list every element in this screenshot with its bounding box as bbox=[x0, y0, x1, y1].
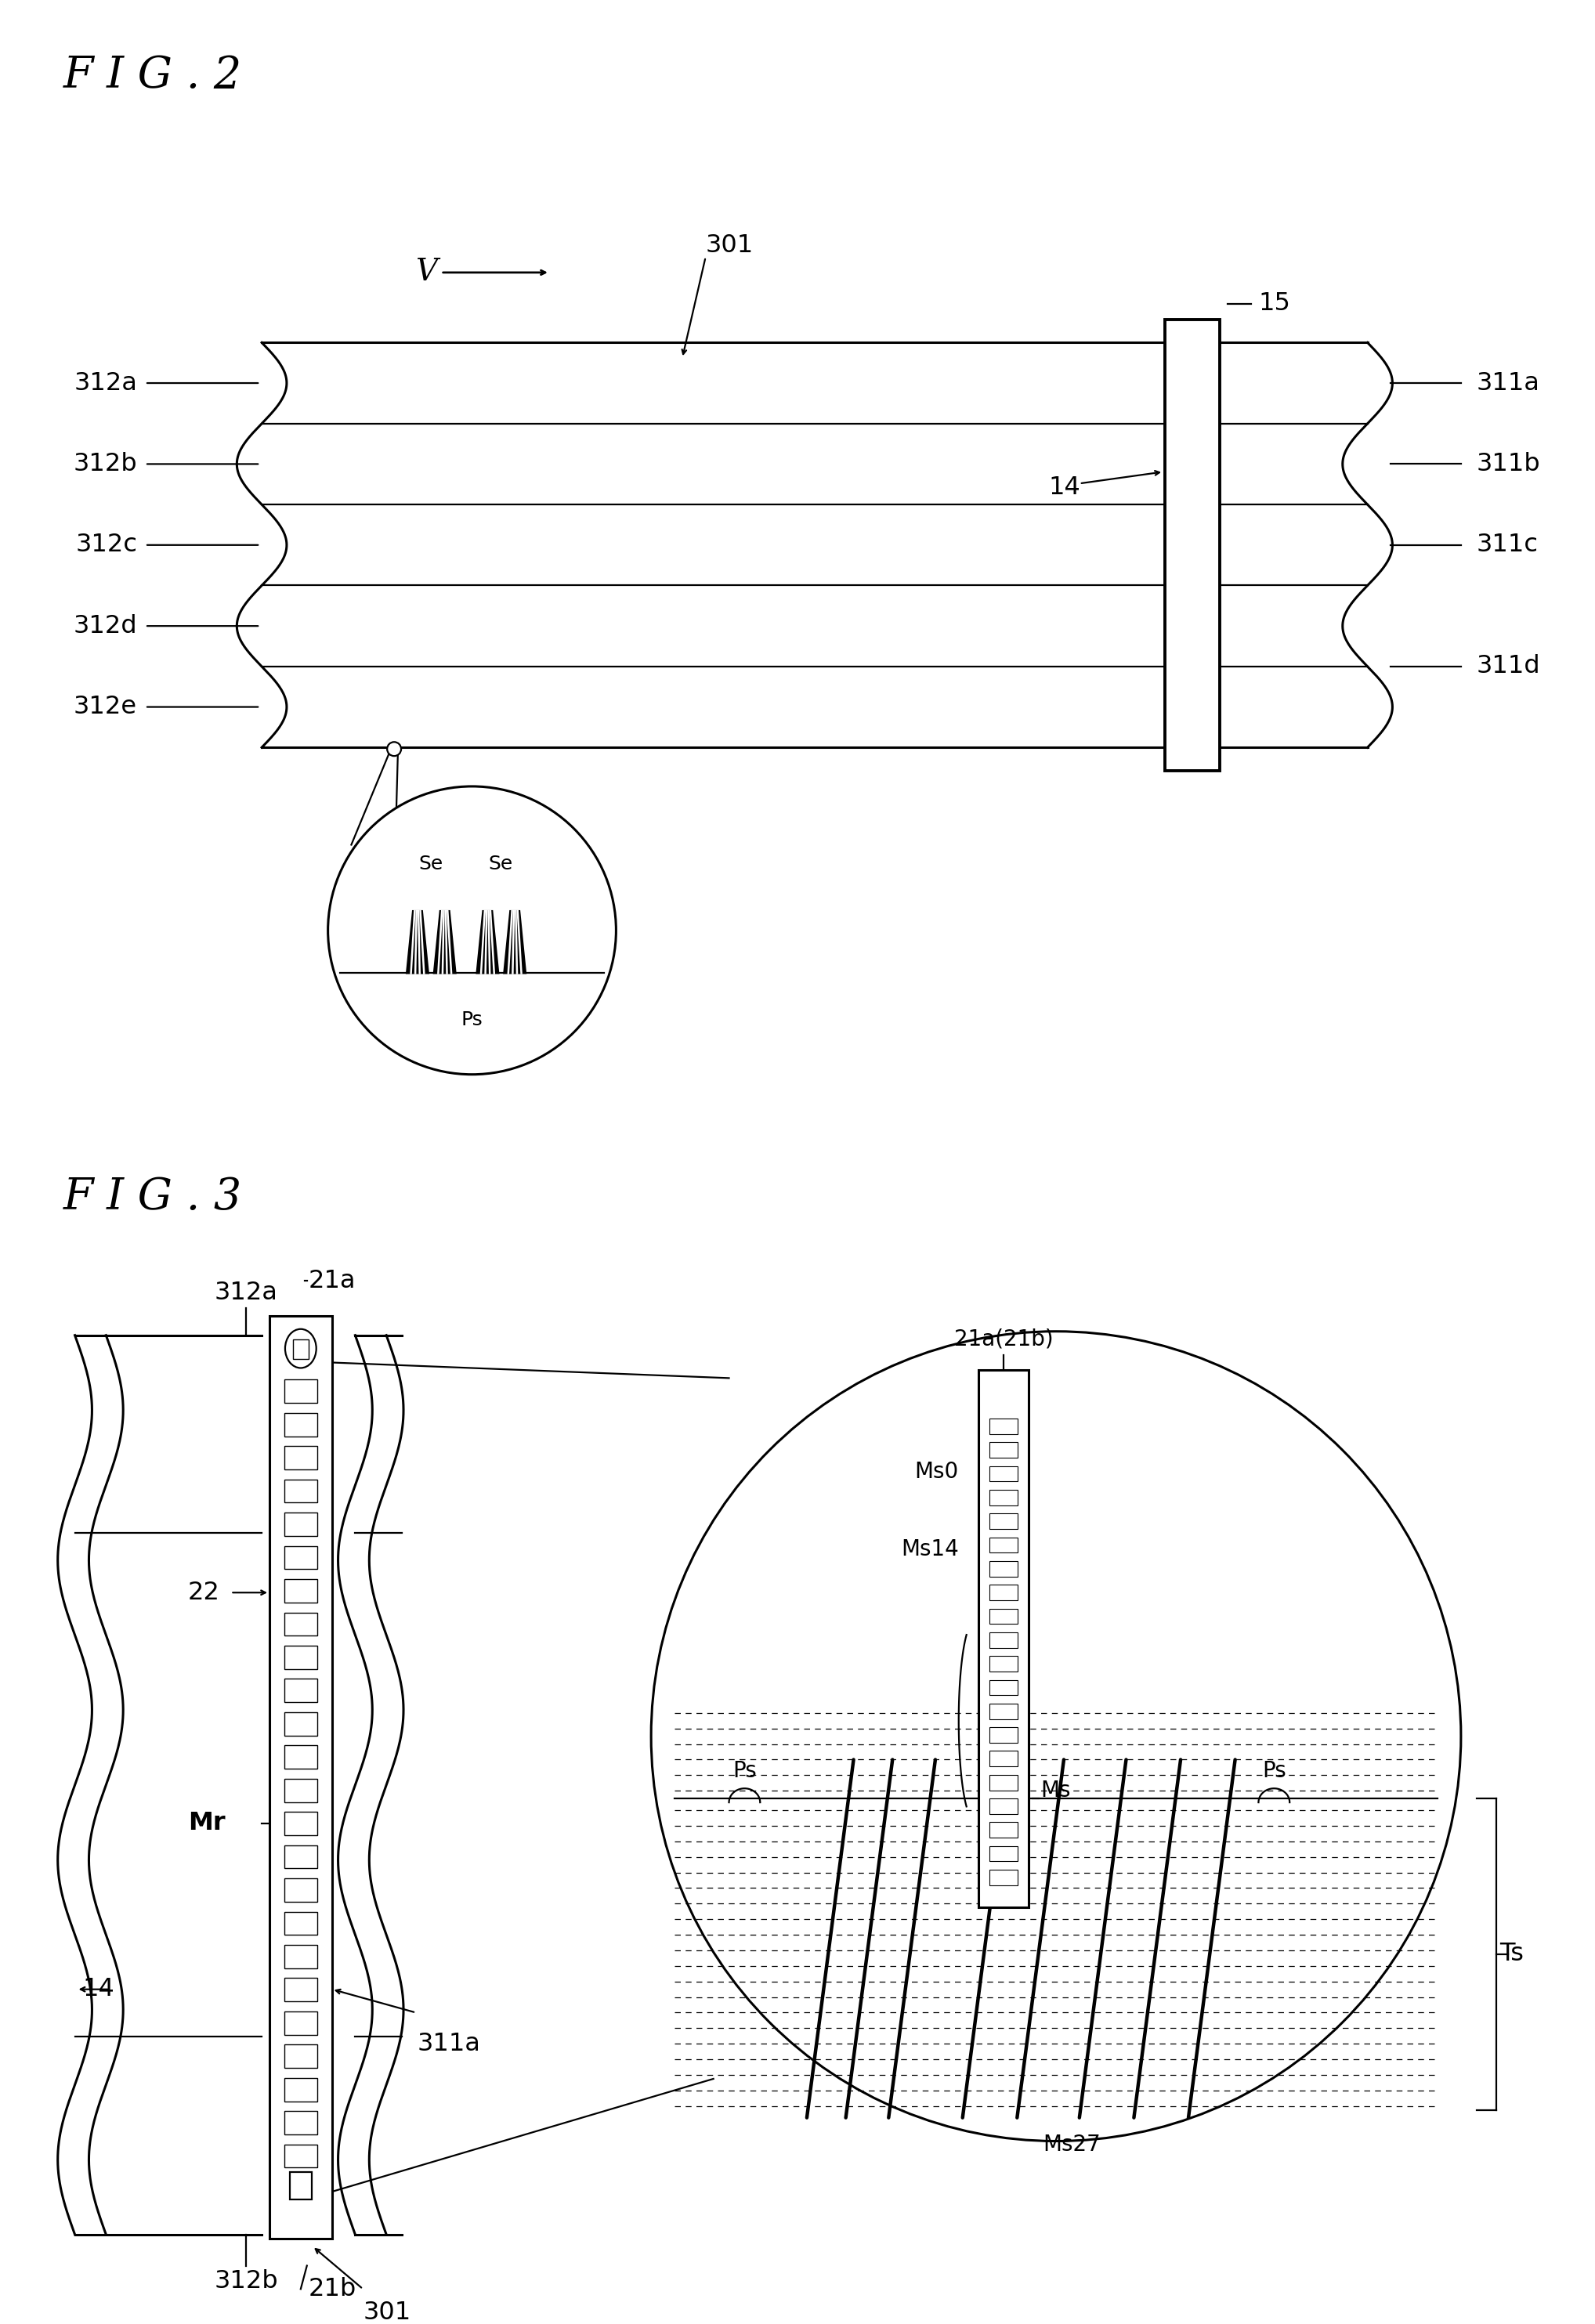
Text: Ms: Ms bbox=[1040, 1780, 1070, 1801]
Text: 311a: 311a bbox=[1477, 372, 1539, 395]
Text: Ms0: Ms0 bbox=[914, 1459, 959, 1483]
Text: 301: 301 bbox=[705, 232, 753, 258]
Bar bbox=[284, 2110, 317, 2133]
Circle shape bbox=[651, 1332, 1461, 2140]
Text: F I G . 2: F I G . 2 bbox=[64, 53, 242, 98]
Text: 311a: 311a bbox=[418, 2031, 480, 2057]
Text: 21b: 21b bbox=[308, 2278, 356, 2301]
Bar bbox=[284, 1978, 317, 2001]
Text: Se: Se bbox=[418, 855, 443, 874]
Text: 312b: 312b bbox=[73, 451, 137, 476]
Bar bbox=[989, 1562, 1018, 1576]
Bar bbox=[284, 1678, 317, 1701]
Text: 311d: 311d bbox=[1477, 655, 1541, 679]
Bar bbox=[989, 1657, 1018, 1671]
Ellipse shape bbox=[286, 1329, 316, 1369]
Bar bbox=[284, 1913, 317, 1936]
Text: Ms14: Ms14 bbox=[901, 1538, 959, 1559]
Bar bbox=[989, 1799, 1018, 1815]
Polygon shape bbox=[477, 911, 499, 974]
Circle shape bbox=[329, 786, 616, 1074]
Bar bbox=[989, 1536, 1018, 1552]
Bar bbox=[284, 1813, 317, 1836]
Text: 14: 14 bbox=[83, 1978, 115, 2001]
Bar bbox=[270, 1315, 332, 2238]
Bar bbox=[284, 2078, 317, 2101]
Text: Ps: Ps bbox=[461, 1011, 483, 1030]
Bar bbox=[989, 1466, 1018, 1480]
Bar bbox=[989, 1443, 1018, 1457]
Bar bbox=[284, 2145, 317, 2168]
Bar bbox=[989, 1776, 1018, 1789]
Bar bbox=[989, 1703, 1018, 1720]
Text: V: V bbox=[415, 258, 437, 286]
Bar bbox=[989, 1608, 1018, 1624]
Bar bbox=[284, 2013, 317, 2036]
Bar bbox=[989, 1680, 1018, 1694]
Text: 21a(21b): 21a(21b) bbox=[954, 1329, 1053, 1350]
Text: 15: 15 bbox=[1258, 290, 1290, 316]
Bar bbox=[284, 1878, 317, 1901]
Text: 301: 301 bbox=[364, 2301, 412, 2324]
Bar bbox=[284, 1845, 317, 1868]
Text: 312b: 312b bbox=[214, 2268, 278, 2294]
Text: 312a: 312a bbox=[73, 372, 137, 395]
Bar bbox=[284, 1513, 317, 1536]
Text: 311b: 311b bbox=[1477, 451, 1541, 476]
Bar bbox=[284, 1745, 317, 1769]
Text: 311c: 311c bbox=[1477, 532, 1539, 558]
Bar bbox=[989, 1750, 1018, 1766]
Bar bbox=[989, 1490, 1018, 1506]
Bar bbox=[284, 1613, 317, 1636]
Text: 312a: 312a bbox=[214, 1281, 278, 1304]
Text: 312d: 312d bbox=[73, 614, 137, 639]
Bar bbox=[284, 1778, 317, 1801]
Bar bbox=[284, 1413, 317, 1436]
Bar bbox=[989, 1727, 1018, 1743]
Bar bbox=[290, 2173, 311, 2199]
Bar bbox=[284, 1380, 317, 1404]
Bar bbox=[284, 1480, 317, 1504]
Bar bbox=[284, 1945, 317, 1968]
Bar bbox=[989, 1871, 1018, 1885]
Bar bbox=[284, 1446, 317, 1469]
Bar bbox=[989, 1845, 1018, 1862]
Text: Ps: Ps bbox=[732, 1759, 756, 1783]
Bar bbox=[284, 2045, 317, 2068]
Text: 312c: 312c bbox=[75, 532, 137, 558]
Text: F I G . 3: F I G . 3 bbox=[64, 1176, 242, 1218]
Bar bbox=[284, 1545, 317, 1569]
Polygon shape bbox=[434, 911, 456, 974]
Text: Ms27: Ms27 bbox=[1043, 2133, 1101, 2157]
Bar bbox=[989, 1513, 1018, 1529]
Bar bbox=[293, 1339, 308, 1360]
Text: 14: 14 bbox=[1048, 474, 1080, 500]
Bar bbox=[978, 1371, 1029, 1908]
Text: 21a: 21a bbox=[308, 1269, 356, 1292]
Bar bbox=[284, 1578, 317, 1604]
Text: 312e: 312e bbox=[73, 695, 137, 718]
Bar bbox=[989, 1822, 1018, 1838]
Bar bbox=[989, 1418, 1018, 1434]
Bar bbox=[284, 1713, 317, 1736]
Polygon shape bbox=[504, 911, 526, 974]
Bar bbox=[1164, 318, 1220, 772]
Text: 22: 22 bbox=[188, 1580, 220, 1606]
Text: Mr: Mr bbox=[188, 1810, 225, 1836]
Bar bbox=[284, 1645, 317, 1669]
Bar bbox=[989, 1631, 1018, 1648]
Bar bbox=[989, 1585, 1018, 1601]
Text: Se: Se bbox=[488, 855, 514, 874]
Text: Ts: Ts bbox=[1499, 1943, 1525, 1966]
Polygon shape bbox=[407, 911, 429, 974]
Text: Ps: Ps bbox=[1262, 1759, 1286, 1783]
Circle shape bbox=[388, 741, 402, 755]
